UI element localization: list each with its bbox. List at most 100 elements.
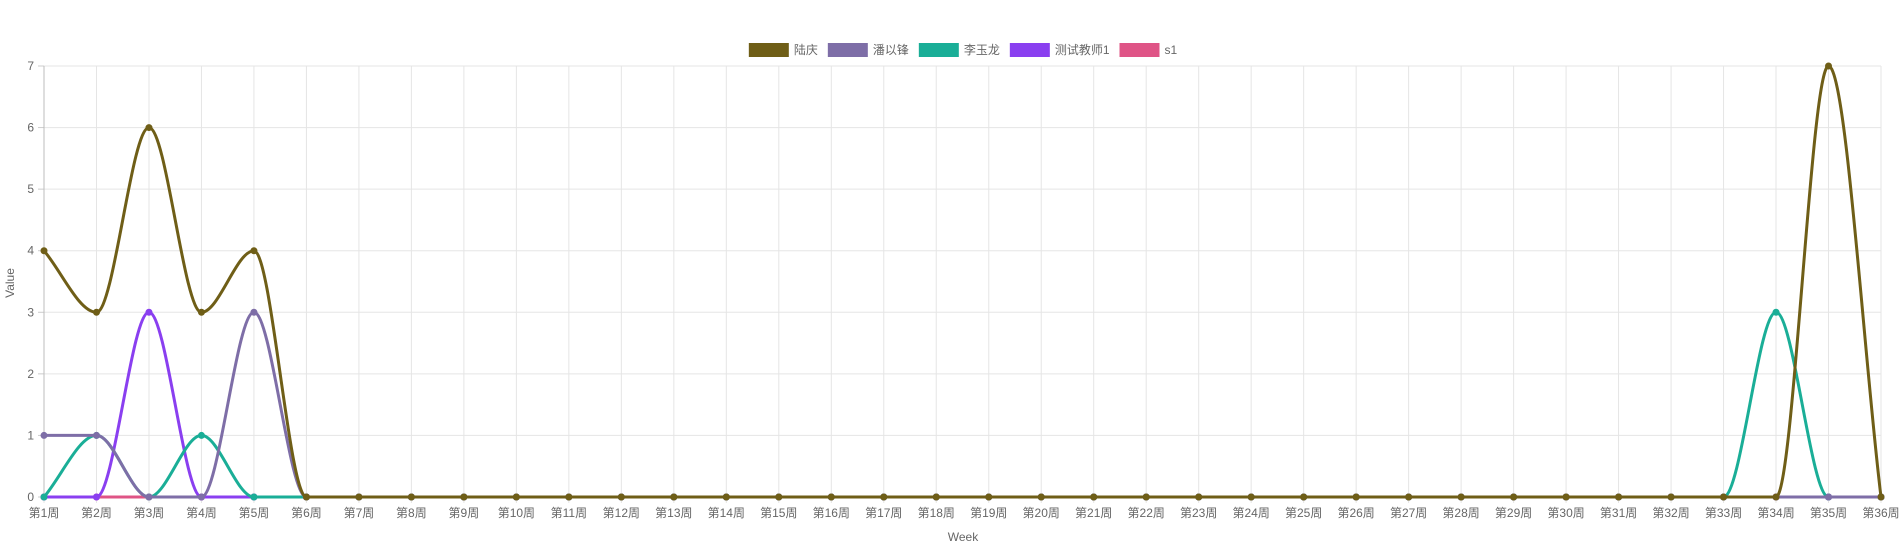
data-point[interactable] xyxy=(775,493,783,501)
data-point[interactable] xyxy=(1825,62,1833,70)
legend-item[interactable]: 李玉龙 xyxy=(918,42,1000,57)
data-point[interactable] xyxy=(145,308,153,316)
data-point[interactable] xyxy=(145,124,153,132)
series-2 xyxy=(40,308,1885,501)
x-tick-label: 第5周 xyxy=(239,506,270,520)
y-tick-label: 3 xyxy=(27,305,34,319)
data-point[interactable] xyxy=(145,493,153,501)
data-point[interactable] xyxy=(1877,493,1885,501)
y-tick-label: 2 xyxy=(27,367,34,381)
data-point[interactable] xyxy=(1037,493,1045,501)
data-point[interactable] xyxy=(1405,493,1413,501)
data-point[interactable] xyxy=(1562,493,1570,501)
x-tick-label: 第9周 xyxy=(449,506,480,520)
data-point[interactable] xyxy=(1720,493,1728,501)
data-point[interactable] xyxy=(565,493,573,501)
data-point[interactable] xyxy=(92,431,100,439)
data-point[interactable] xyxy=(985,493,993,501)
y-tick-label: 0 xyxy=(27,490,34,504)
data-point[interactable] xyxy=(1300,493,1308,501)
series-3 xyxy=(40,308,1885,501)
data-point[interactable] xyxy=(1615,493,1623,501)
data-point[interactable] xyxy=(1090,493,1098,501)
x-tick-label: 第23周 xyxy=(1180,506,1217,520)
x-tick-label: 第22周 xyxy=(1128,506,1165,520)
x-tick-label: 第28周 xyxy=(1442,506,1479,520)
data-point[interactable] xyxy=(407,493,415,501)
x-tick-label: 第20周 xyxy=(1023,506,1060,520)
legend-item[interactable]: 测试教师1 xyxy=(1009,42,1110,57)
series-layer xyxy=(40,62,1885,501)
data-point[interactable] xyxy=(40,247,48,255)
data-point[interactable] xyxy=(1247,493,1255,501)
data-point[interactable] xyxy=(1667,493,1675,501)
data-point[interactable] xyxy=(827,493,835,501)
data-point[interactable] xyxy=(250,247,258,255)
data-point[interactable] xyxy=(355,493,363,501)
x-tick-label: 第21周 xyxy=(1075,506,1112,520)
x-tick-label: 第12周 xyxy=(603,506,640,520)
data-point[interactable] xyxy=(1772,493,1780,501)
data-point[interactable] xyxy=(460,493,468,501)
data-point[interactable] xyxy=(1510,493,1518,501)
data-point[interactable] xyxy=(40,493,48,501)
x-tick-label: 第3周 xyxy=(134,506,165,520)
x-tick-label: 第15周 xyxy=(760,506,797,520)
data-point[interactable] xyxy=(302,493,310,501)
data-point[interactable] xyxy=(512,493,520,501)
legend-swatch xyxy=(1009,43,1050,57)
data-point[interactable] xyxy=(1457,493,1465,501)
legend-item[interactable]: s1 xyxy=(1119,43,1178,57)
y-tick-label: 6 xyxy=(27,121,34,135)
x-tick-label: 第35周 xyxy=(1810,506,1847,520)
data-point[interactable] xyxy=(197,431,205,439)
x-tick-label: 第32周 xyxy=(1652,506,1689,520)
data-point[interactable] xyxy=(1772,308,1780,316)
data-point[interactable] xyxy=(250,493,258,501)
x-tick-label: 第6周 xyxy=(291,506,322,520)
x-tick-label: 第10周 xyxy=(498,506,535,520)
y-tick-label: 7 xyxy=(27,59,34,73)
x-tick-label: 第31周 xyxy=(1600,506,1637,520)
legend-swatch xyxy=(748,43,789,57)
data-point[interactable] xyxy=(880,493,888,501)
data-point[interactable] xyxy=(1352,493,1360,501)
data-point[interactable] xyxy=(40,431,48,439)
data-point[interactable] xyxy=(250,308,258,316)
x-tick-label: 第36周 xyxy=(1862,506,1899,520)
series-line xyxy=(42,64,1883,499)
legend[interactable]: 陆庆 潘以锋 李玉龙 测试教师1 s1 xyxy=(748,42,1178,57)
legend-label: s1 xyxy=(1165,43,1178,57)
x-tick-label: 第8周 xyxy=(396,506,427,520)
legend-item[interactable]: 陆庆 xyxy=(748,42,818,57)
legend-swatch xyxy=(918,43,959,57)
data-point[interactable] xyxy=(1825,493,1833,501)
x-tick-label: 第2周 xyxy=(81,506,112,520)
x-tick-label: 第16周 xyxy=(813,506,850,520)
data-point[interactable] xyxy=(92,493,100,501)
x-tick-label: 第34周 xyxy=(1757,506,1794,520)
data-point[interactable] xyxy=(92,308,100,316)
y-tick-label: 4 xyxy=(27,244,34,258)
x-tick-label: 第18周 xyxy=(918,506,955,520)
x-tick-label: 第14周 xyxy=(708,506,745,520)
data-point[interactable] xyxy=(1195,493,1203,501)
data-point[interactable] xyxy=(197,308,205,316)
x-tick-label: 第29周 xyxy=(1495,506,1532,520)
y-tick-label: 5 xyxy=(27,182,34,196)
data-point[interactable] xyxy=(617,493,625,501)
data-point[interactable] xyxy=(932,493,940,501)
data-point[interactable] xyxy=(722,493,730,501)
legend-item[interactable]: 潘以锋 xyxy=(827,43,909,57)
data-point[interactable] xyxy=(670,493,678,501)
legend-swatch xyxy=(1119,43,1160,57)
series-1 xyxy=(40,62,1885,501)
data-point[interactable] xyxy=(197,493,205,501)
x-tick-label: 第27周 xyxy=(1390,506,1427,520)
x-tick-label: 第7周 xyxy=(344,506,375,520)
data-point[interactable] xyxy=(1142,493,1150,501)
x-tick-label: 第25周 xyxy=(1285,506,1322,520)
series-4 xyxy=(40,308,1885,501)
